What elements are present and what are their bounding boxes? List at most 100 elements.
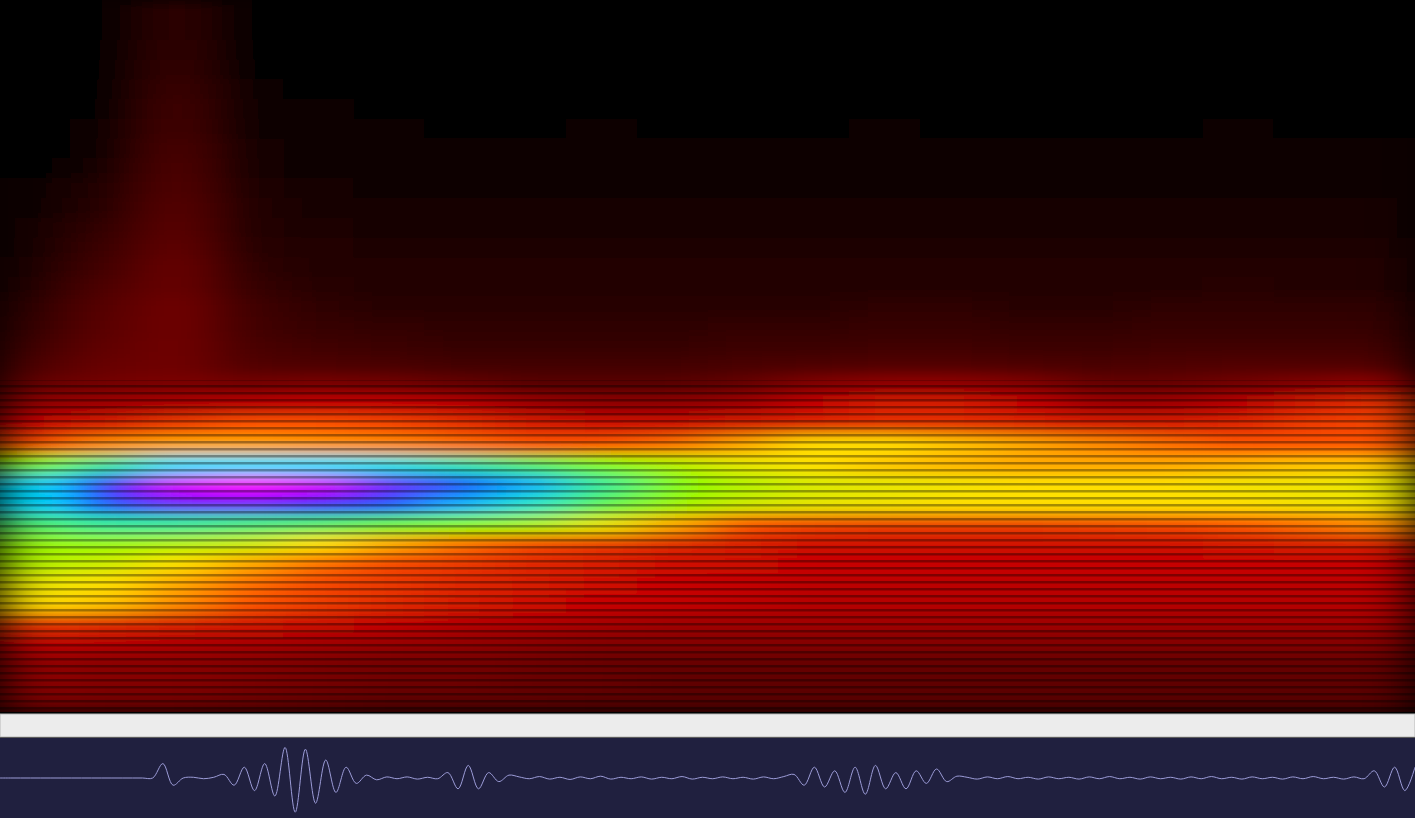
heatmap-cell (566, 356, 637, 376)
heatmap-cell (1274, 99, 1345, 119)
heatmap-cell (1274, 257, 1345, 277)
heatmap-cell (1132, 20, 1203, 40)
heatmap-cell (142, 138, 213, 158)
heatmap-cell (0, 297, 71, 317)
heatmap-cell (1274, 356, 1345, 376)
heatmap-cell (708, 178, 779, 198)
heatmap-cell (354, 297, 425, 317)
heatmap-cell (0, 59, 71, 79)
heatmap-cell (991, 138, 1062, 158)
heatmap-cell (0, 198, 71, 218)
heatmap-cell (637, 198, 708, 218)
heatmap-cell (283, 336, 354, 356)
heatmap-cell (212, 138, 283, 158)
heatmap-cell (991, 158, 1062, 178)
heatmap-cell (0, 237, 71, 257)
heatmap-cell (212, 336, 283, 356)
heatmap-cell (708, 158, 779, 178)
heatmap-cell (849, 237, 920, 257)
heatmap-cell (0, 99, 71, 119)
heatmap-cell (1061, 356, 1132, 376)
heatmap-cell (1274, 316, 1345, 336)
heatmap-cell (425, 356, 496, 376)
heatmap-cell (637, 99, 708, 119)
heatmap-cell (778, 277, 849, 297)
heatmap-cell (1203, 297, 1274, 317)
heatmap-cell (425, 59, 496, 79)
heatmap-cell (1061, 198, 1132, 218)
heatmap-cell (354, 257, 425, 277)
heatmap-cell (920, 138, 991, 158)
heatmap-cell (212, 158, 283, 178)
heatmap-cell (71, 79, 142, 99)
heatmap-cell (212, 178, 283, 198)
heatmap-cell (1132, 178, 1203, 198)
heatmap-cell (1132, 138, 1203, 158)
heatmap-cell (566, 99, 637, 119)
heatmap-cell (708, 277, 779, 297)
heatmap-cell (71, 20, 142, 40)
heatmap-cell (283, 218, 354, 238)
heatmap-cell (0, 336, 71, 356)
heatmap-cell (708, 0, 779, 20)
heatmap-cell (849, 59, 920, 79)
heatmap-cell (283, 237, 354, 257)
heatmap-cell (283, 99, 354, 119)
heatmap-cell (1203, 178, 1274, 198)
heatmap-cell (1061, 138, 1132, 158)
heatmap-cell (1061, 316, 1132, 336)
heatmap-cell (1203, 237, 1274, 257)
heatmap-cell (778, 40, 849, 60)
heatmap-cell (849, 277, 920, 297)
heatmap-cell (354, 218, 425, 238)
heatmap-cell (0, 0, 71, 20)
heatmap-cell (849, 257, 920, 277)
heatmap-cell (1203, 198, 1274, 218)
heatmap-cell (920, 0, 991, 20)
heatmap-cell (354, 99, 425, 119)
heatmap-cell (708, 40, 779, 60)
heatmap-cell (142, 316, 213, 336)
heatmap-cell (0, 20, 71, 40)
heatmap-cell (849, 297, 920, 317)
heatmap-cell (354, 138, 425, 158)
heatmap-cell (566, 316, 637, 336)
heatmap-cell (778, 158, 849, 178)
heatmap-cell (637, 158, 708, 178)
heatmap-cell (495, 257, 566, 277)
heatmap-cell (1344, 40, 1415, 60)
heatmap-cell (71, 218, 142, 238)
heatmap-cell (708, 59, 779, 79)
heatmap-cell (708, 138, 779, 158)
heatmap-cell (425, 99, 496, 119)
heatmap-cell (1132, 316, 1203, 336)
heatmap-cell (212, 237, 283, 257)
heatmap-cell (1344, 99, 1415, 119)
heatmap-cell (0, 316, 71, 336)
heatmap-cell (708, 99, 779, 119)
heatmap-cell (1274, 0, 1345, 20)
heatmap-cell (142, 119, 213, 139)
heatmap-cell (1203, 336, 1274, 356)
heatmap-cell (1274, 198, 1345, 218)
heatmap-cell (212, 277, 283, 297)
heatmap-cell (778, 257, 849, 277)
heatmap-cell (778, 119, 849, 139)
heatmap-cell (566, 198, 637, 218)
heatmap-cell (71, 316, 142, 336)
heatmap-cell (283, 119, 354, 139)
heatmap-cell (849, 119, 920, 139)
heatmap-cell (637, 237, 708, 257)
heatmap-cell (495, 59, 566, 79)
heatmap-cell (1203, 0, 1274, 20)
heatmap-cell (849, 79, 920, 99)
heatmap-cell (1132, 40, 1203, 60)
spectrogram (0, 0, 1415, 712)
heatmap-cell (849, 20, 920, 40)
heatmap-cell (1344, 178, 1415, 198)
heatmap-cell (1203, 257, 1274, 277)
heatmap-cell (495, 277, 566, 297)
heatmap-cell (991, 119, 1062, 139)
heatmap-cell (1344, 138, 1415, 158)
heatmap-cell (142, 79, 213, 99)
